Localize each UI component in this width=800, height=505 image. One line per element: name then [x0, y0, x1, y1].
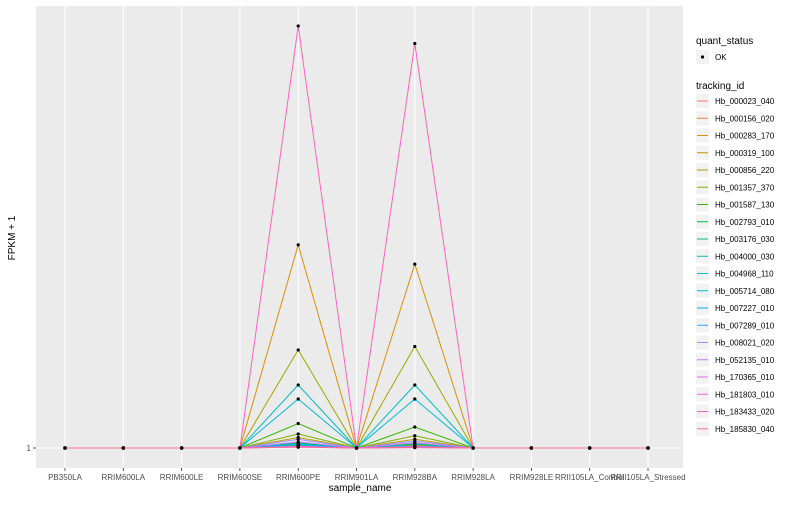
data-point: [296, 243, 300, 247]
legend-label: Hb_003176_030: [715, 235, 775, 244]
legend-label: Hb_004968_110: [715, 270, 774, 279]
data-point: [296, 348, 300, 352]
x-tick-label: PB350LA: [48, 473, 82, 482]
data-point: [471, 446, 475, 450]
axis-layer: 1 PB350LA RRIM600LA RRIM600LE RRIM600SE RRIM6…: [27, 444, 686, 482]
legend-label: Hb_000856_220: [715, 166, 775, 175]
legend-label: Hb_002793_010: [715, 218, 775, 227]
legend-label: Hb_001357_370: [715, 183, 775, 192]
data-point: [413, 383, 417, 387]
legend-quant-title: quant_status: [696, 36, 753, 47]
legend-label: Hb_007227_010: [715, 304, 775, 313]
legend-label: Hb_000156_020: [715, 114, 775, 123]
data-point: [296, 437, 300, 441]
data-point: [296, 421, 300, 426]
data-point: [413, 344, 417, 349]
legend-label: Hb_000023_040: [715, 97, 775, 106]
legend-tracking-title: tracking_id: [696, 81, 744, 92]
data-point: [63, 446, 67, 450]
data-point: [646, 446, 650, 450]
data-point: [413, 262, 417, 266]
x-tick-label: RRIM928LA: [451, 473, 495, 482]
points-layer: [63, 24, 650, 450]
legend-label: Hb_005714_080: [715, 287, 775, 296]
x-tick-label: RRII105LA_Stressed: [610, 473, 685, 482]
grid-layer: [36, 6, 683, 468]
legend-point-key: [700, 55, 705, 59]
legend-label: Hb_000319_100: [715, 149, 775, 158]
x-tick-label: RRIM901LA: [335, 473, 379, 482]
y-axis-title: FPKM + 1: [7, 215, 18, 260]
x-tick-label: RRIM600LA: [102, 473, 146, 482]
data-point: [121, 446, 125, 450]
legend-label: Hb_007289_010: [715, 321, 775, 330]
data-point: [588, 446, 592, 450]
legend-label: Hb_183433_020: [715, 408, 775, 417]
legend: quant_status tracking_id OK Hb_000023_040…: [696, 36, 775, 436]
data-point: [296, 383, 300, 387]
data-point: [354, 446, 359, 450]
legend-label: Hb_185830_040: [715, 425, 775, 434]
data-point: [413, 397, 417, 401]
x-tick-label: RRIM600LE: [160, 473, 204, 482]
data-point: [180, 446, 184, 450]
data-point: [413, 425, 417, 429]
legend-label: Hb_008021_020: [715, 339, 775, 348]
plot-panel: [36, 6, 683, 468]
x-tick-label: RRIM600SE: [218, 473, 262, 482]
y-tick-label: 1: [27, 444, 32, 453]
data-point: [413, 434, 417, 438]
legend-label-ok: OK: [715, 53, 727, 62]
data-point: [413, 41, 417, 46]
legend-label: Hb_001587_130: [715, 201, 775, 210]
x-tick-label: RRIM928LE: [510, 473, 554, 482]
x-tick-label: RRIM928BA: [393, 473, 438, 482]
data-point: [296, 440, 300, 444]
legend-label: Hb_181803_010: [715, 390, 775, 399]
x-axis-title: sample_name: [329, 483, 392, 494]
data-point: [296, 432, 300, 436]
legend-label: Hb_052135_010: [715, 356, 775, 365]
data-point: [413, 445, 417, 450]
data-point: [413, 441, 417, 445]
data-point: [529, 446, 534, 450]
legend-label: Hb_170365_010: [715, 373, 775, 382]
data-point: [238, 446, 242, 450]
data-point: [296, 397, 300, 401]
legend-label: Hb_000283_170: [715, 132, 775, 141]
legend-label: Hb_004000_030: [715, 252, 775, 261]
data-point: [296, 24, 300, 28]
x-tick-label: RRIM600PE: [276, 473, 320, 482]
x-tick-label: RRII105LA_Control: [555, 473, 625, 482]
data-point: [296, 445, 300, 449]
